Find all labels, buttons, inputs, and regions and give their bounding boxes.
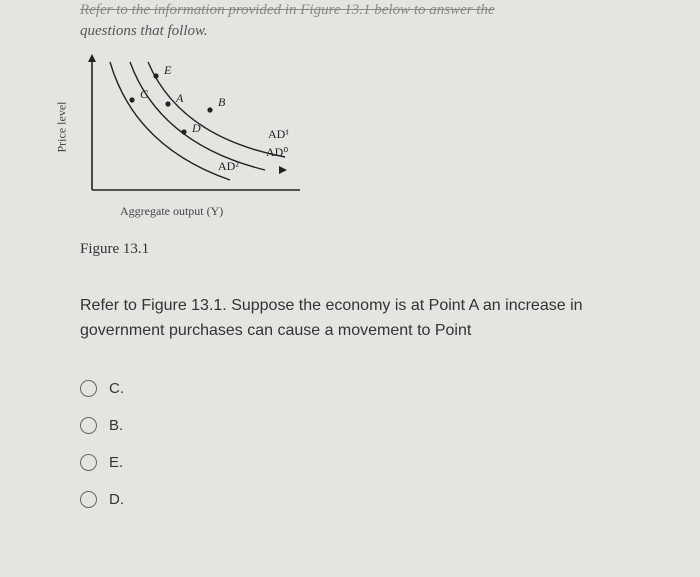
option-b[interactable]: B. xyxy=(80,407,672,444)
svg-text:AD¹: AD¹ xyxy=(268,127,289,141)
radio-icon xyxy=(80,491,97,508)
option-c[interactable]: C. xyxy=(80,370,672,407)
chart-svg: AD²AD⁰AD¹ECABD xyxy=(80,52,320,202)
option-e[interactable]: E. xyxy=(80,444,672,481)
radio-icon xyxy=(80,417,97,434)
svg-text:E: E xyxy=(163,63,172,77)
option-d[interactable]: D. xyxy=(80,481,672,518)
option-label: B. xyxy=(109,417,123,434)
instruction-struck: Refer to the information provided in Fig… xyxy=(80,2,495,18)
option-label: E. xyxy=(109,454,123,471)
svg-text:B: B xyxy=(218,95,226,109)
option-label: C. xyxy=(109,380,124,397)
svg-text:A: A xyxy=(175,91,184,105)
instruction-text: Refer to the information provided in Fig… xyxy=(80,0,672,42)
question-text: Refer to Figure 13.1. Suppose the econom… xyxy=(80,294,650,344)
y-axis-label: Price level xyxy=(55,102,70,153)
svg-text:D: D xyxy=(191,121,201,135)
figure-caption: Figure 13.1 xyxy=(80,241,672,258)
radio-icon xyxy=(80,454,97,471)
instruction-rest: questions that follow. xyxy=(80,23,208,39)
svg-text:C: C xyxy=(140,87,149,101)
x-axis-label: Aggregate output (Y) xyxy=(120,204,672,219)
options-list: C. B. E. D. xyxy=(80,370,672,518)
radio-icon xyxy=(80,380,97,397)
figure-chart: Price level AD²AD⁰AD¹ECABD xyxy=(80,52,320,202)
option-label: D. xyxy=(109,491,124,508)
